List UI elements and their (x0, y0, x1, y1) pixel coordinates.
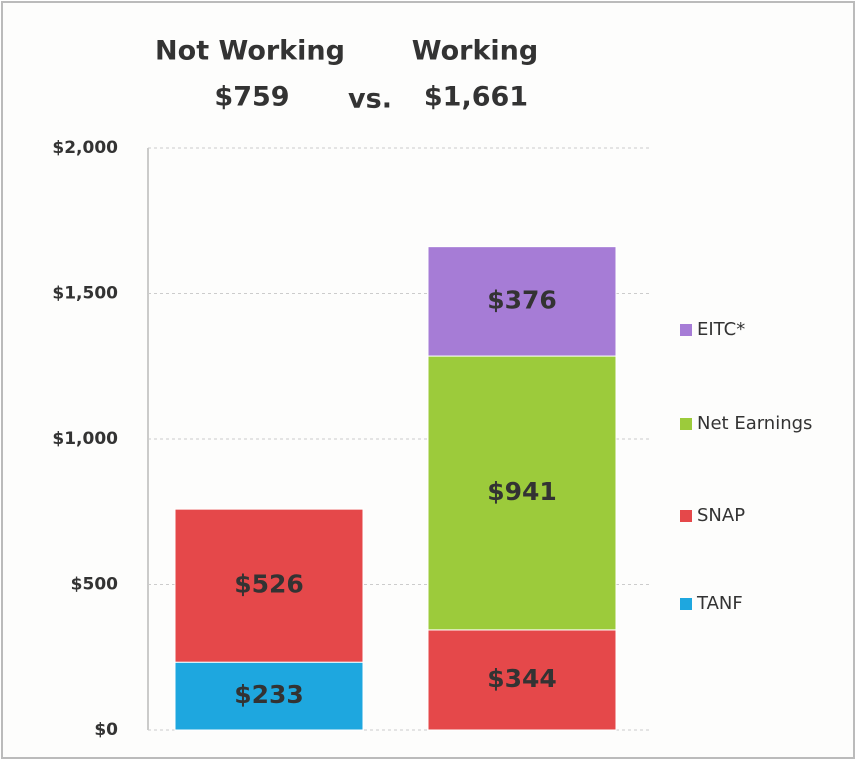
total-label: $1,661 (424, 82, 528, 113)
bar-segment (174, 661, 364, 731)
y-tick-label: $0 (94, 720, 118, 740)
value-label: $344 (487, 664, 557, 693)
legend-label: SNAP (697, 505, 745, 526)
legend-swatch (680, 324, 692, 336)
bar-segment (427, 355, 617, 631)
legend-label: Net Earnings (697, 413, 812, 434)
y-tick-label: $500 (71, 575, 118, 595)
bar-segment (427, 246, 617, 357)
legend-swatch (680, 418, 692, 430)
y-tick-label: $1,500 (52, 284, 118, 304)
category-heading: Working (412, 36, 538, 67)
legend-swatch (680, 510, 692, 522)
category-heading: Not Working (155, 36, 345, 67)
value-label: $376 (487, 285, 557, 314)
separator: vs. (348, 84, 392, 115)
value-label: $941 (487, 477, 557, 506)
y-tick-label: $1,000 (52, 429, 118, 449)
y-tick-label: $2,000 (52, 138, 118, 158)
legend-label: EITC* (697, 319, 745, 340)
total-label: $759 (214, 82, 289, 113)
value-label: $233 (234, 680, 304, 709)
legend-swatch (680, 598, 692, 610)
legend-label: TANF (696, 593, 743, 614)
bar-segment (174, 508, 364, 663)
bar-segment (427, 629, 617, 731)
value-label: $526 (234, 570, 304, 599)
